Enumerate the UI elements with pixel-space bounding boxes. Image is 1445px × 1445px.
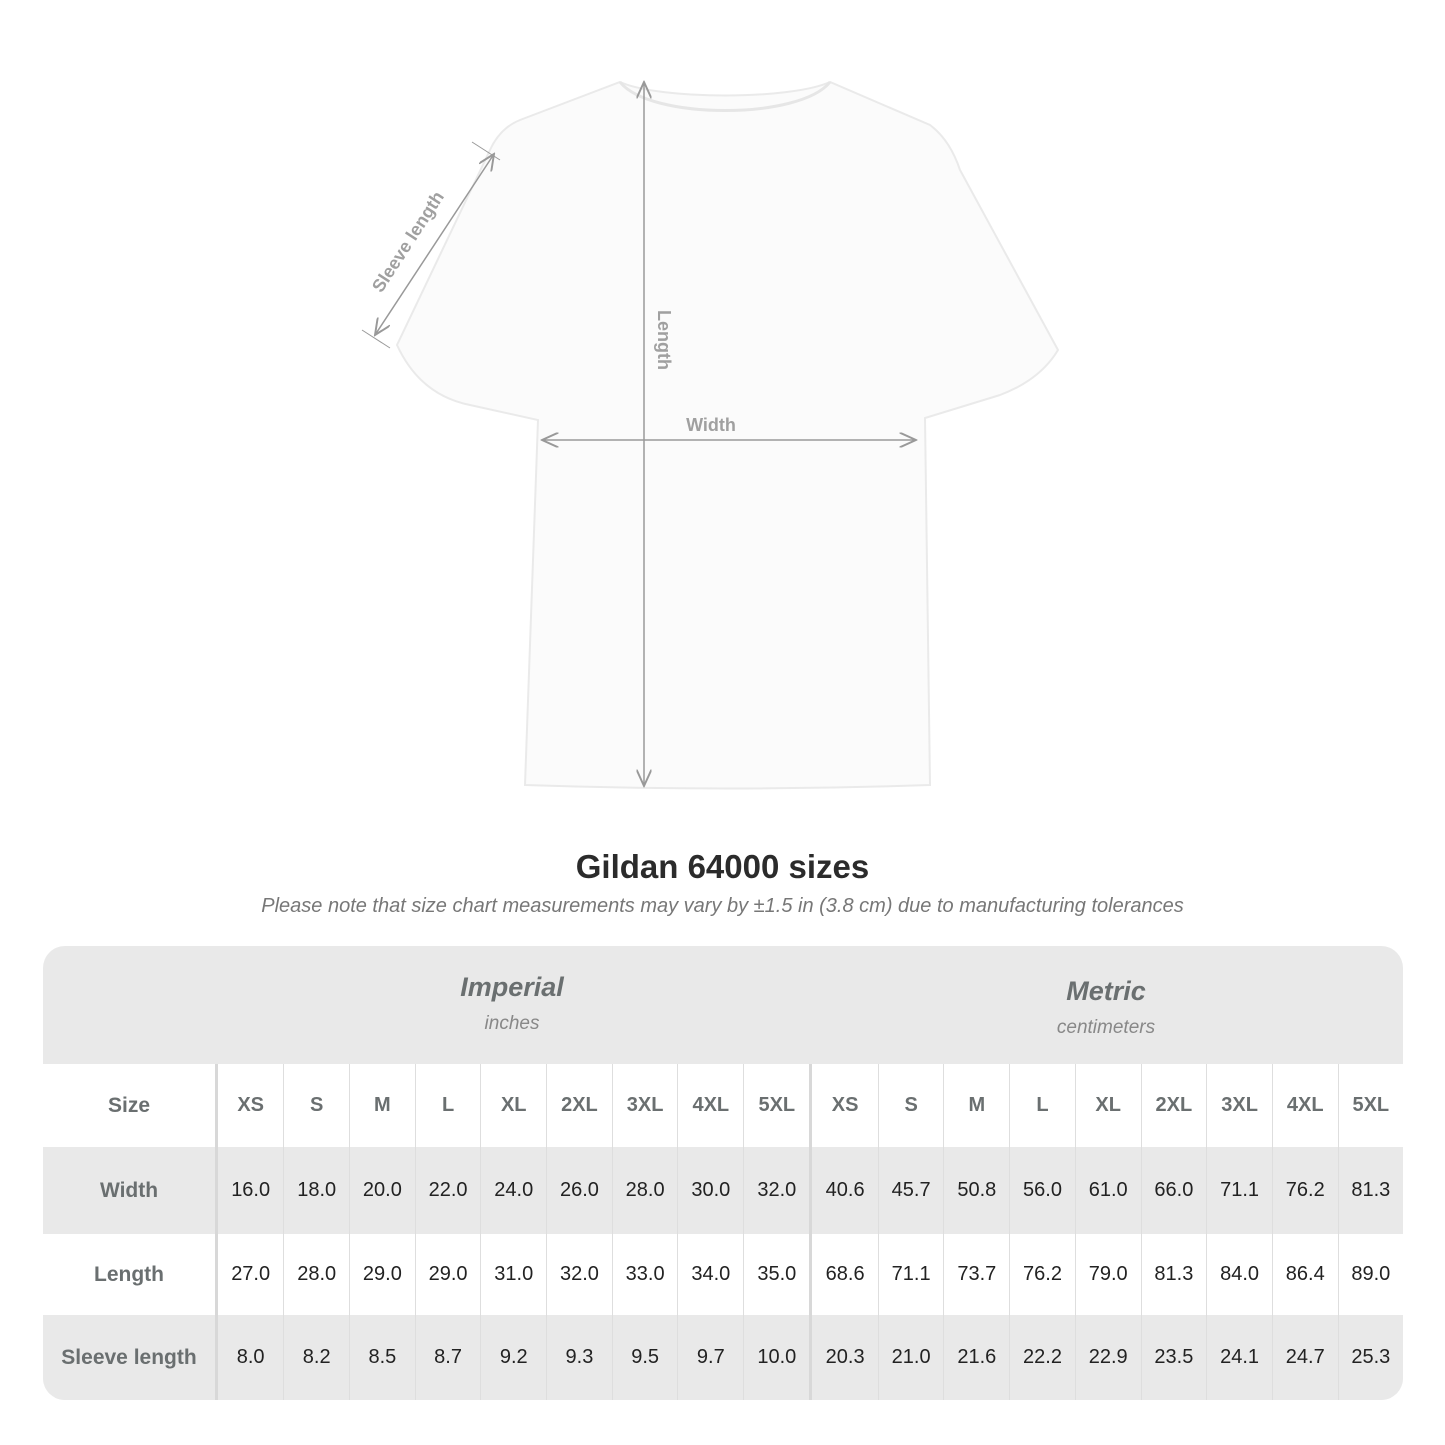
size-header-imperial: M <box>349 1064 416 1147</box>
cell-metric: 68.6 <box>809 1234 879 1315</box>
cell-imperial: 18.0 <box>283 1147 350 1234</box>
tshirt-diagram: Sleeve length Length Width <box>361 0 1060 790</box>
cell-metric: 71.1 <box>1206 1147 1273 1234</box>
cell-metric: 22.9 <box>1074 1315 1142 1400</box>
size-header-imperial: 5XL <box>743 1064 811 1147</box>
cell-imperial: 8.7 <box>414 1315 481 1400</box>
cell-metric: 25.3 <box>1337 1315 1403 1400</box>
cell-imperial: 32.0 <box>743 1147 811 1234</box>
cell-metric: 24.1 <box>1206 1315 1273 1400</box>
size-header-metric: 4XL <box>1271 1064 1339 1147</box>
cell-metric: 76.2 <box>1271 1147 1339 1234</box>
cell-metric: 24.7 <box>1271 1315 1339 1400</box>
cell-imperial: 34.0 <box>677 1234 744 1315</box>
size-header-metric: M <box>943 1064 1010 1147</box>
cell-imperial: 20.0 <box>349 1147 416 1234</box>
size-header-imperial: 4XL <box>677 1064 744 1147</box>
cell-metric: 84.0 <box>1206 1234 1273 1315</box>
cell-metric: 21.6 <box>943 1315 1010 1400</box>
cell-imperial: 35.0 <box>743 1234 811 1315</box>
size-header-imperial: S <box>283 1064 350 1147</box>
size-table: Size XS S M L XL 2XL 3XL 4XL 5XL XS S M L XL 2XL 3XL 4XL 5… <box>43 1064 1403 1400</box>
size-header-metric: S <box>877 1064 944 1147</box>
cell-metric: 73.7 <box>943 1234 1010 1315</box>
cell-metric: 61.0 <box>1074 1147 1142 1234</box>
cell-metric: 21.0 <box>877 1315 944 1400</box>
cell-imperial: 29.0 <box>349 1234 416 1315</box>
cell-metric: 76.2 <box>1009 1234 1076 1315</box>
unit-sub: centimeters <box>1056 1017 1156 1038</box>
cell-imperial: 33.0 <box>611 1234 678 1315</box>
cell-imperial: 16.0 <box>215 1147 284 1234</box>
unit-sub: inches <box>484 1013 540 1034</box>
cell-metric: 23.5 <box>1140 1315 1207 1400</box>
size-header-metric: 2XL <box>1140 1064 1207 1147</box>
metric-header: Metric centimeters <box>809 946 1403 1068</box>
cell-imperial: 26.0 <box>546 1147 613 1234</box>
imperial-header: Imperial inches <box>215 946 809 1064</box>
cell-imperial: 28.0 <box>283 1234 350 1315</box>
cell-metric: 66.0 <box>1140 1147 1207 1234</box>
size-header-metric: L <box>1009 1064 1076 1147</box>
cell-imperial: 32.0 <box>546 1234 613 1315</box>
cell-metric: 40.6 <box>809 1147 879 1234</box>
size-header-metric: XL <box>1074 1064 1142 1147</box>
cell-metric: 81.3 <box>1140 1234 1207 1315</box>
cell-imperial: 10.0 <box>743 1315 811 1400</box>
cell-imperial: 31.0 <box>480 1234 547 1315</box>
cell-imperial: 8.0 <box>215 1315 284 1400</box>
tshirt-shape <box>395 80 1060 790</box>
cell-imperial: 27.0 <box>215 1234 284 1315</box>
cell-imperial: 29.0 <box>414 1234 481 1315</box>
cell-imperial: 9.5 <box>611 1315 678 1400</box>
table-row: Sleeve length 8.0 8.2 8.5 8.7 9.2 9.3 9.5 9.7 10.… <box>43 1315 1403 1400</box>
size-header-metric: 5XL <box>1337 1064 1403 1147</box>
table-row: Length 27.0 28.0 29.0 29.0 31.0 32.0 33.0 34.0 35… <box>43 1234 1403 1315</box>
size-chart-table: Imperial inches Metric centimeters Size X… <box>43 946 1403 1400</box>
size-header-metric: XS <box>809 1064 879 1147</box>
size-header-imperial: 2XL <box>546 1064 613 1147</box>
table-row: Width 16.0 18.0 20.0 22.0 24.0 26.0 28.0 30.0 32.… <box>43 1147 1403 1234</box>
cell-metric: 89.0 <box>1337 1234 1403 1315</box>
cell-metric: 45.7 <box>877 1147 944 1234</box>
size-header-imperial: 3XL <box>611 1064 678 1147</box>
unit-name: Metric <box>1066 976 1146 1006</box>
cell-imperial: 24.0 <box>480 1147 547 1234</box>
cell-metric: 79.0 <box>1074 1234 1142 1315</box>
size-header-imperial: XS <box>215 1064 284 1147</box>
row-label: Length <box>43 1234 218 1315</box>
cell-imperial: 22.0 <box>414 1147 481 1234</box>
row-label: Width <box>43 1147 218 1234</box>
tolerance-note: Please note that size chart measurements… <box>261 895 1184 917</box>
size-header-row: Size XS S M L XL 2XL 3XL 4XL 5XL XS S M L XL 2XL 3XL 4XL 5… <box>43 1064 1403 1147</box>
cell-imperial: 9.2 <box>480 1315 547 1400</box>
cell-imperial: 9.7 <box>677 1315 744 1400</box>
cell-imperial: 8.5 <box>349 1315 416 1400</box>
size-header-imperial: XL <box>480 1064 547 1147</box>
unit-name: Imperial <box>460 972 564 1002</box>
cell-metric: 50.8 <box>943 1147 1010 1234</box>
length-label: Length <box>654 310 674 370</box>
cell-imperial: 28.0 <box>611 1147 678 1234</box>
width-label: Width <box>686 415 736 435</box>
cell-metric: 22.2 <box>1009 1315 1076 1400</box>
row-label: Size <box>43 1064 218 1147</box>
cell-metric: 56.0 <box>1009 1147 1076 1234</box>
cell-imperial: 30.0 <box>677 1147 744 1234</box>
size-header-metric: 3XL <box>1206 1064 1273 1147</box>
cell-imperial: 8.2 <box>283 1315 350 1400</box>
cell-metric: 20.3 <box>809 1315 879 1400</box>
row-label: Sleeve length <box>43 1315 218 1400</box>
cell-metric: 71.1 <box>877 1234 944 1315</box>
cell-imperial: 9.3 <box>546 1315 613 1400</box>
page-title: Gildan 64000 sizes <box>575 848 870 885</box>
size-header-imperial: L <box>414 1064 481 1147</box>
cell-metric: 81.3 <box>1337 1147 1403 1234</box>
cell-metric: 86.4 <box>1271 1234 1339 1315</box>
